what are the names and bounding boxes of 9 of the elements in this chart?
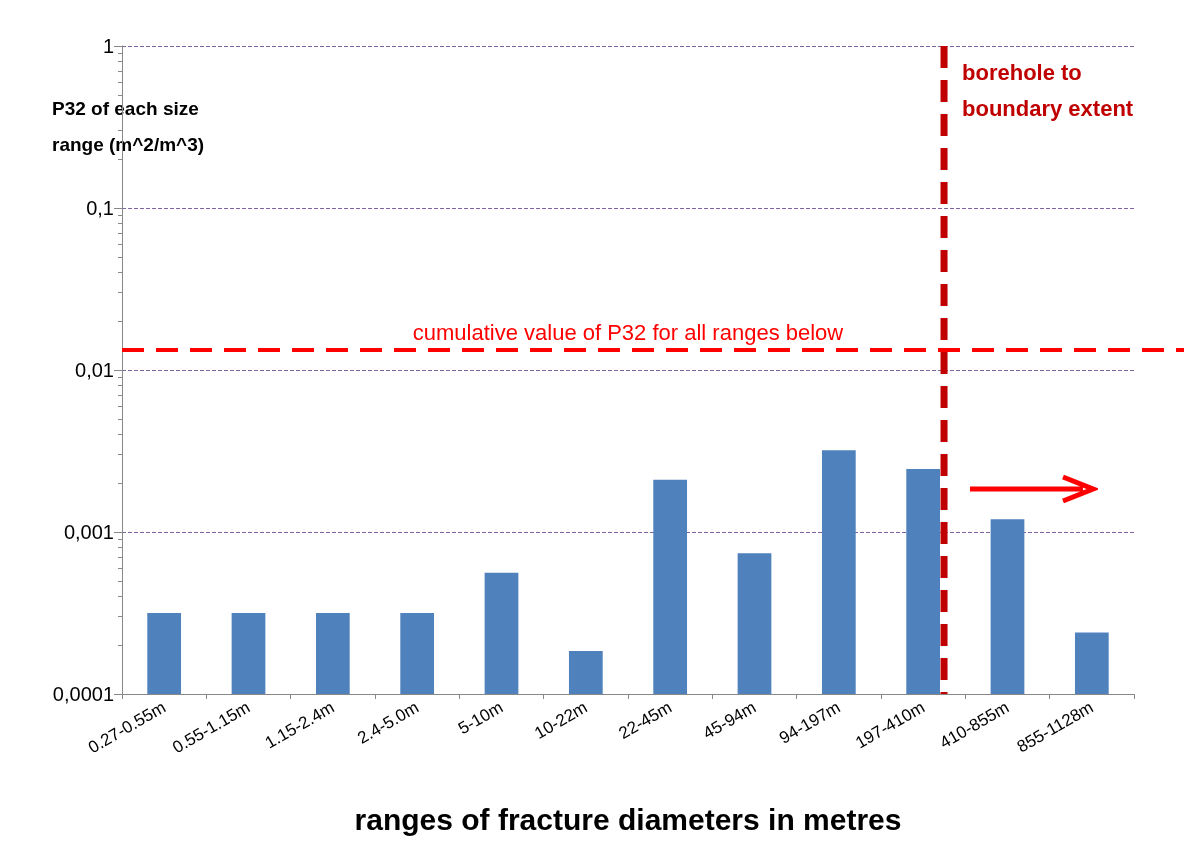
y-tick-label: 0,0001 bbox=[52, 683, 114, 705]
y-tick-label: 0,001 bbox=[63, 521, 114, 543]
y-tick-label: 0,01 bbox=[75, 359, 114, 381]
ref-line-label: cumulative value of P32 for all ranges below bbox=[412, 320, 844, 346]
ref-line-label: borehole to boundary extent bbox=[962, 59, 1134, 121]
y-tick-label: 0,1 bbox=[86, 197, 114, 219]
y-axis-title: P32 of each size range (m^2/m^3) bbox=[52, 97, 205, 155]
x-axis-title: ranges of fracture diameters in metres bbox=[354, 802, 902, 836]
y-tick-label: 1 bbox=[102, 35, 114, 57]
